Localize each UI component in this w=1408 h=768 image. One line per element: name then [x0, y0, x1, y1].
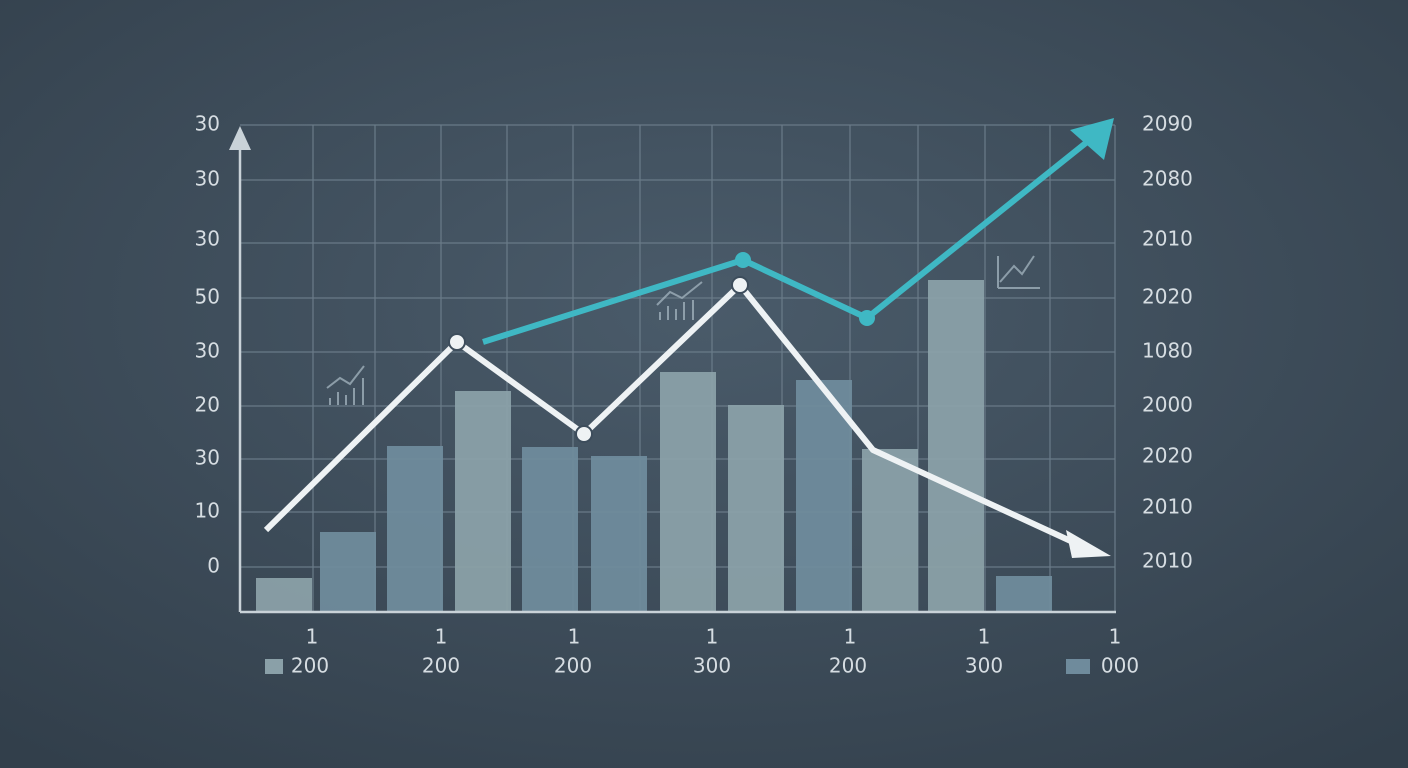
right-axis-label: 2080 — [1142, 167, 1193, 191]
x-label-top: 1 — [844, 625, 857, 649]
point — [575, 425, 593, 443]
white-trend-line — [263, 282, 1077, 546]
x-label-top: 1 — [435, 625, 448, 649]
left-axis-label: 30 — [195, 446, 220, 470]
labels: 30 30 30 50 30 20 30 10 0 2090 2080 2010 2020 1080 200… — [195, 112, 1193, 678]
icon — [997, 255, 1040, 289]
teal-arrow-head — [1070, 118, 1114, 160]
teal-point — [735, 252, 751, 268]
point — [448, 333, 466, 351]
bar — [728, 405, 784, 612]
right-axis-label: 2010 — [1142, 227, 1193, 251]
x-label-top: 1 — [978, 625, 991, 649]
y-axis-arrow — [229, 126, 251, 150]
right-axis-label: 2090 — [1142, 112, 1193, 136]
white-arrow-head — [1066, 530, 1111, 558]
bar — [996, 576, 1052, 612]
left-axis-label: 0 — [207, 554, 220, 578]
left-axis-label: 10 — [195, 499, 220, 523]
bar — [522, 447, 578, 612]
bar — [256, 578, 312, 612]
right-axis-label: 2000 — [1142, 393, 1193, 417]
bar — [862, 449, 918, 612]
bar — [796, 380, 852, 612]
bar — [320, 532, 376, 612]
point — [731, 276, 749, 294]
bar — [455, 391, 511, 612]
legend-swatch — [1066, 659, 1090, 674]
left-axis-label: 20 — [195, 393, 220, 417]
x-label-bottom: 000 — [1101, 654, 1139, 678]
left-axis-label: 50 — [195, 285, 220, 309]
x-label-top: 1 — [706, 625, 719, 649]
x-label-bottom: 300 — [693, 654, 731, 678]
x-label-bottom: 200 — [422, 654, 460, 678]
right-axis-label: 2010 — [1142, 549, 1193, 573]
left-axis-label: 30 — [195, 112, 220, 136]
bar — [591, 456, 647, 612]
grid — [240, 124, 1116, 612]
legend-swatch — [265, 659, 283, 674]
right-axis-label: 2020 — [1142, 444, 1193, 468]
icon — [326, 365, 365, 405]
teal-point — [859, 310, 875, 326]
right-axis-label: 2010 — [1142, 495, 1193, 519]
icon — [656, 281, 703, 320]
left-axis-label: 30 — [195, 339, 220, 363]
bar — [660, 372, 716, 612]
bars — [256, 280, 1052, 612]
bar — [928, 280, 984, 612]
x-label-top: 1 — [568, 625, 581, 649]
bar — [387, 446, 443, 612]
right-axis-label: 2020 — [1142, 285, 1193, 309]
x-label-bottom: 200 — [554, 654, 592, 678]
teal-trend-line — [482, 135, 1094, 345]
x-label-top: 1 — [306, 625, 319, 649]
x-label-top: 1 — [1109, 625, 1122, 649]
x-label-bottom: 200 — [291, 654, 329, 678]
white-points — [448, 276, 749, 443]
right-axis-label: 1080 — [1142, 339, 1193, 363]
x-label-bottom: 200 — [829, 654, 867, 678]
x-label-bottom: 300 — [965, 654, 1003, 678]
left-axis-label: 30 — [195, 167, 220, 191]
left-axis-label: 30 — [195, 227, 220, 251]
